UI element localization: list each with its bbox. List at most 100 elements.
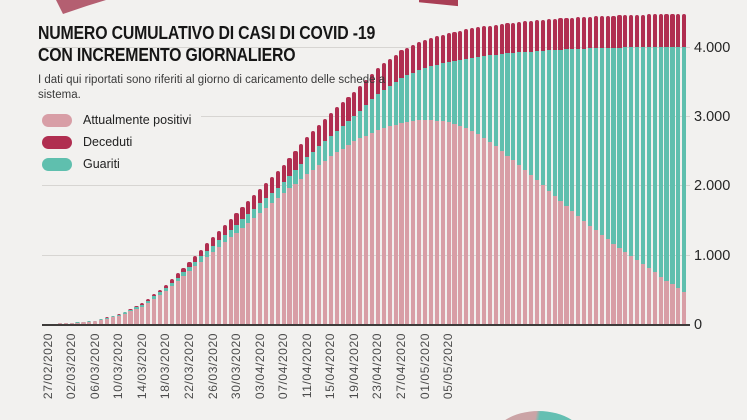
- bar-segment-guariti: [552, 50, 557, 196]
- bar-segment-guariti: [611, 47, 616, 244]
- bar-segment-guariti: [258, 203, 263, 214]
- stacked-bar: [434, 36, 439, 324]
- bar-segment-guariti: [593, 48, 598, 231]
- bar-segment-deceduti: [128, 308, 133, 310]
- bar-segment-guariti: [316, 146, 322, 166]
- bar-segment-guariti: [682, 46, 687, 293]
- bar-segment-attualmente-positivi: [187, 271, 192, 324]
- bar-segment-attualmente-positivi: [446, 121, 451, 324]
- bar-segment-guariti: [157, 292, 163, 296]
- bar-segment-deceduti: [481, 26, 487, 57]
- bar-segment-guariti: [163, 288, 168, 292]
- bar-segment-attualmente-positivi: [240, 227, 245, 324]
- stacked-bar: [252, 194, 257, 324]
- bar-segment-deceduti: [558, 18, 563, 50]
- bar-segment-guariti: [181, 272, 186, 277]
- bar-segment-attualmente-positivi: [658, 276, 663, 324]
- bar-segment-deceduti: [658, 14, 663, 47]
- stacked-bar: [287, 157, 292, 324]
- bar-segment-attualmente-positivi: [87, 321, 92, 324]
- bar-segment-guariti: [405, 75, 410, 123]
- legend-item: Attualmente positivi: [42, 109, 191, 131]
- stacked-bar: [275, 170, 280, 324]
- stacked-bar: [152, 294, 157, 324]
- bar-segment-deceduti: [228, 219, 233, 230]
- stacked-bar: [328, 112, 333, 324]
- bar-segment-guariti: [540, 50, 545, 186]
- stacked-bar: [605, 15, 610, 324]
- x-axis-tick-label: 27/04/2020: [394, 333, 408, 400]
- bar-segment-attualmente-positivi: [493, 145, 498, 324]
- bar-segment-deceduti: [646, 14, 651, 48]
- legend-item: Deceduti: [42, 131, 191, 153]
- bar-segment-deceduti: [393, 54, 398, 82]
- page-subtitle: I dati qui riportati sono riferiti al gi…: [38, 74, 386, 101]
- bar-segment-attualmente-positivi: [110, 317, 115, 324]
- bar-segment-deceduti: [281, 164, 286, 183]
- bar-segment-guariti: [281, 182, 286, 194]
- bar-segment-guariti: [263, 198, 269, 209]
- bar-segment-deceduti: [464, 29, 469, 59]
- bar-segment-guariti: [676, 46, 681, 289]
- bar-segment-attualmente-positivi: [193, 266, 198, 324]
- bar-segment-attualmente-positivi: [470, 130, 475, 324]
- bar-segment-guariti: [587, 48, 593, 226]
- bar-segment-guariti: [375, 93, 381, 130]
- bar-segment-attualmente-positivi: [63, 323, 68, 324]
- header: NUMERO CUMULATIVO DI CASI DI COVID -19 C…: [38, 22, 421, 103]
- bar-segment-guariti: [470, 57, 475, 131]
- stacked-bar: [316, 124, 322, 324]
- bar-segment-attualmente-positivi: [352, 141, 357, 324]
- bar-segment-attualmente-positivi: [458, 126, 463, 324]
- stacked-bar: [493, 24, 498, 324]
- bar-segment-attualmente-positivi: [646, 268, 651, 324]
- bar-segment-attualmente-positivi: [252, 217, 257, 324]
- bar-segment-attualmente-positivi: [199, 261, 204, 324]
- bar-segment-guariti: [440, 63, 445, 122]
- stacked-bar: [169, 279, 174, 324]
- stacked-bar: [623, 15, 628, 324]
- stacked-bar: [187, 261, 192, 324]
- bar-segment-attualmente-positivi: [364, 135, 369, 324]
- bar-segment-attualmente-positivi: [499, 150, 504, 324]
- stacked-bar: [140, 303, 145, 324]
- bar-segment-deceduti: [322, 118, 328, 141]
- bar-segment-guariti: [464, 58, 469, 129]
- bar-segment-attualmente-positivi: [475, 134, 481, 324]
- x-axis-tick-label: 18/03/2020: [158, 333, 173, 400]
- bar-segment-attualmente-positivi: [558, 200, 563, 324]
- bar-segment-guariti: [210, 245, 216, 252]
- stacked-bar: [640, 14, 646, 324]
- bar-segment-guariti: [493, 54, 498, 146]
- bar-segment-guariti: [558, 49, 563, 201]
- bar-segment-deceduti: [263, 182, 269, 199]
- bar-segment-attualmente-positivi: [369, 132, 375, 324]
- bar-segment-attualmente-positivi: [440, 121, 445, 324]
- bar-segment-attualmente-positivi: [664, 280, 669, 324]
- bar-segment-guariti: [187, 267, 192, 272]
- bar-segment-guariti: [511, 52, 516, 161]
- bar-segment-guariti: [140, 304, 145, 307]
- bar-segment-deceduti: [287, 157, 292, 176]
- bar-segment-deceduti: [499, 23, 504, 55]
- bar-segment-attualmente-positivi: [487, 142, 492, 324]
- bar-segment-attualmente-positivi: [228, 237, 233, 324]
- stacked-bar: [452, 31, 457, 324]
- bar-segment-guariti: [417, 70, 422, 121]
- stacked-bar: [546, 19, 551, 324]
- bar-segment-attualmente-positivi: [564, 206, 569, 324]
- bar-segment-attualmente-positivi: [157, 295, 163, 324]
- x-axis-tick-label: 10/03/2020: [111, 333, 126, 400]
- bar-segment-guariti: [576, 48, 581, 216]
- donut-chart-fragment: [492, 411, 585, 420]
- bar-segment-attualmente-positivi: [146, 302, 151, 324]
- x-axis-tick-label: 02/03/2020: [64, 333, 79, 400]
- bar-segment-attualmente-positivi: [358, 138, 363, 324]
- legend-item: Guariti: [42, 153, 191, 175]
- bar-segment-deceduti: [222, 225, 227, 236]
- bar-segment-deceduti: [387, 58, 392, 86]
- bar-segment-attualmente-positivi: [417, 120, 422, 324]
- bar-segment-deceduti: [140, 303, 145, 305]
- stacked-bar: [210, 237, 216, 324]
- stacked-bar: [269, 176, 274, 324]
